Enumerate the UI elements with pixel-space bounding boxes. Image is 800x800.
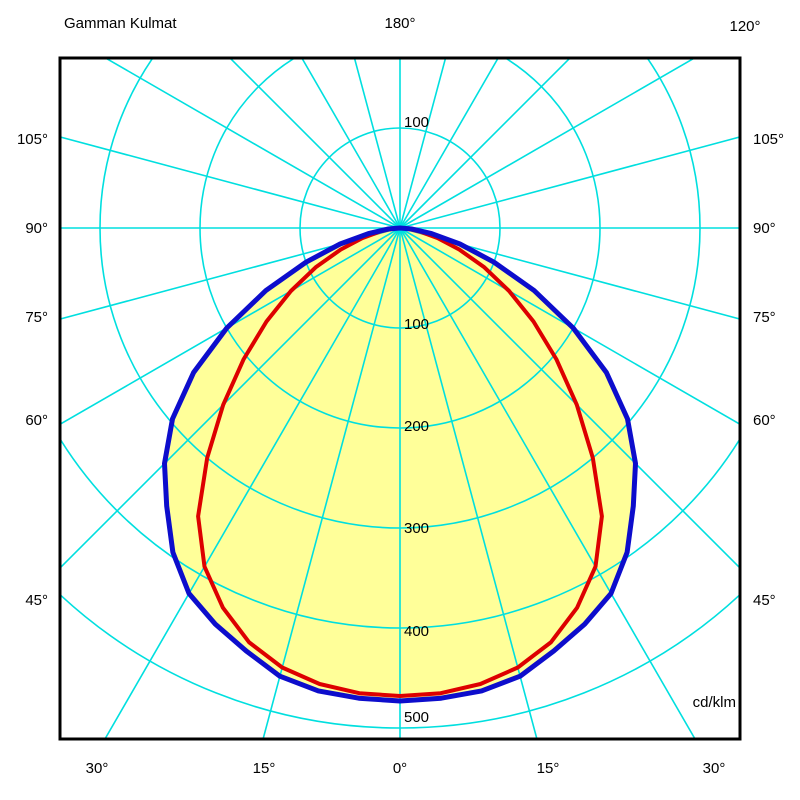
gamma-ray <box>399 227 739 320</box>
plot-frame <box>58 56 742 741</box>
chart-title: Gamman Kulmat <box>64 15 177 32</box>
angle-label-left: 45° <box>25 592 48 609</box>
angle-label-bottom: 30° <box>86 760 109 777</box>
gamma-ray <box>61 227 401 425</box>
angle-label-right: 75° <box>753 309 776 326</box>
angle-label-bottom: 30° <box>703 760 726 777</box>
radial-value-label: 200 <box>404 418 429 435</box>
angle-label-left: 60° <box>25 412 48 429</box>
curve-c90-c270 <box>196 226 604 698</box>
intensity-circle <box>61 594 739 729</box>
units-label: cd/klm <box>693 694 736 711</box>
intensity-circle <box>199 59 601 429</box>
intensity-curve-layer <box>162 225 638 704</box>
intensity-circle <box>299 127 501 329</box>
angle-label-right: 105° <box>753 131 784 148</box>
gamma-ray <box>353 59 401 229</box>
gamma-ray <box>399 59 499 229</box>
gamma-ray <box>399 59 695 229</box>
gamma-ray <box>105 59 401 229</box>
gamma-ray <box>301 59 401 229</box>
gamma-ray <box>399 227 538 738</box>
angle-label-right: 45° <box>753 592 776 609</box>
gamma-ray <box>61 227 401 320</box>
angle-label-bottom: 0° <box>393 760 407 777</box>
radial-value-label: 300 <box>404 520 429 537</box>
gamma-ray <box>399 227 696 738</box>
angle-label-top: 180° <box>384 15 415 32</box>
angle-label-left: 105° <box>17 131 48 148</box>
angle-label-left: 75° <box>25 309 48 326</box>
frame-layer <box>58 56 742 741</box>
gamma-ray <box>399 227 739 569</box>
radial-value-label: 100 <box>404 316 429 333</box>
curve-c0-c180 <box>162 225 638 704</box>
gamma-ray <box>399 59 447 229</box>
intensity-circle <box>99 59 701 529</box>
angle-label-right: 60° <box>753 412 776 429</box>
gamma-ray <box>229 59 401 229</box>
gamma-ray <box>61 227 401 569</box>
gamma-ray <box>104 227 401 738</box>
angle-label-right: 90° <box>753 220 776 237</box>
gamma-ray <box>399 227 739 425</box>
radial-value-label: 100 <box>404 114 429 131</box>
label-layer: Gamman Kulmat 180° 120° 105° 90° 75° 60° 45° 105… <box>17 15 784 777</box>
angle-label-top: 120° <box>729 18 760 35</box>
gamma-ray <box>399 136 739 229</box>
angle-label-bottom: 15° <box>537 760 560 777</box>
angle-label-left: 90° <box>25 220 48 237</box>
radial-value-label: 500 <box>404 709 429 726</box>
gamma-ray <box>399 59 571 229</box>
gamma-ray <box>262 227 401 738</box>
intensity-circle <box>61 438 739 629</box>
angle-label-bottom: 15° <box>253 760 276 777</box>
gamma-ray <box>61 136 401 229</box>
radial-value-label: 400 <box>404 623 429 640</box>
